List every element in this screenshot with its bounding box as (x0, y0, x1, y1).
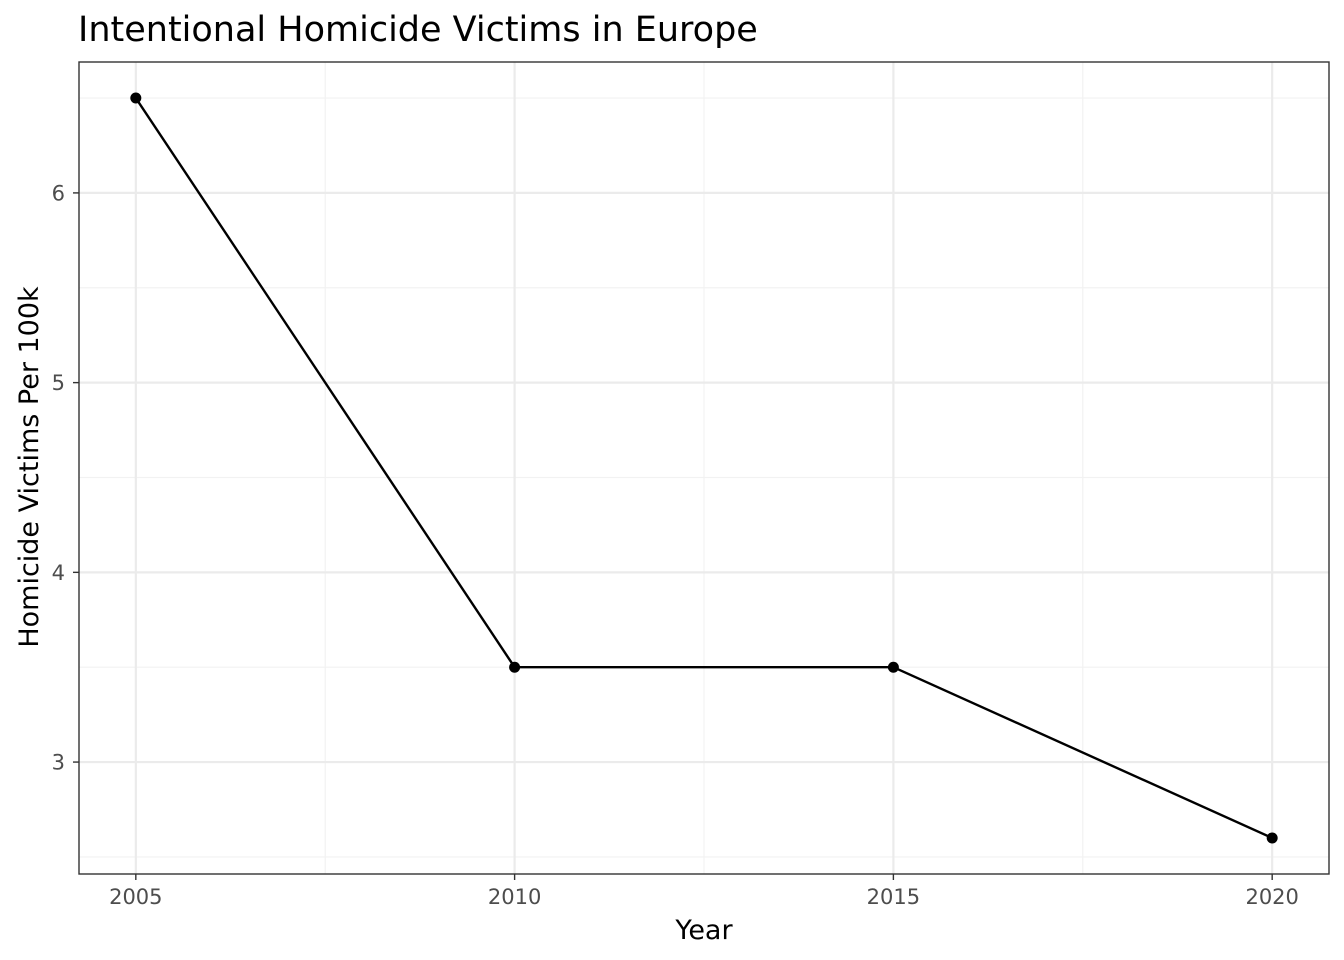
series-line (134, 97, 1273, 840)
chart-title: Intentional Homicide Victims in Europe (78, 10, 758, 50)
plot-panel-border (78, 61, 1330, 875)
data-point (887, 661, 899, 673)
data-point (1266, 832, 1278, 844)
data-points (130, 92, 1278, 844)
y-axis: 3 4 5 6 (52, 181, 79, 775)
y-tick-label: 3 (52, 751, 65, 775)
data-point (130, 92, 142, 104)
y-tick-label: 6 (52, 181, 65, 205)
x-tick-label: 2015 (867, 885, 920, 909)
y-tick-label: 5 (52, 371, 65, 395)
data-point (509, 661, 521, 673)
x-tick-label: 2010 (488, 885, 541, 909)
x-axis-title: Year (674, 915, 733, 946)
x-axis: 2005 2010 2015 2020 (109, 874, 1299, 909)
x-tick-label: 2020 (1245, 885, 1298, 909)
y-tick-label: 4 (52, 561, 65, 585)
x-tick-label: 2005 (109, 885, 162, 909)
y-axis-title: Homicide Victims Per 100k (14, 286, 45, 648)
series-line-path (134, 97, 1273, 840)
